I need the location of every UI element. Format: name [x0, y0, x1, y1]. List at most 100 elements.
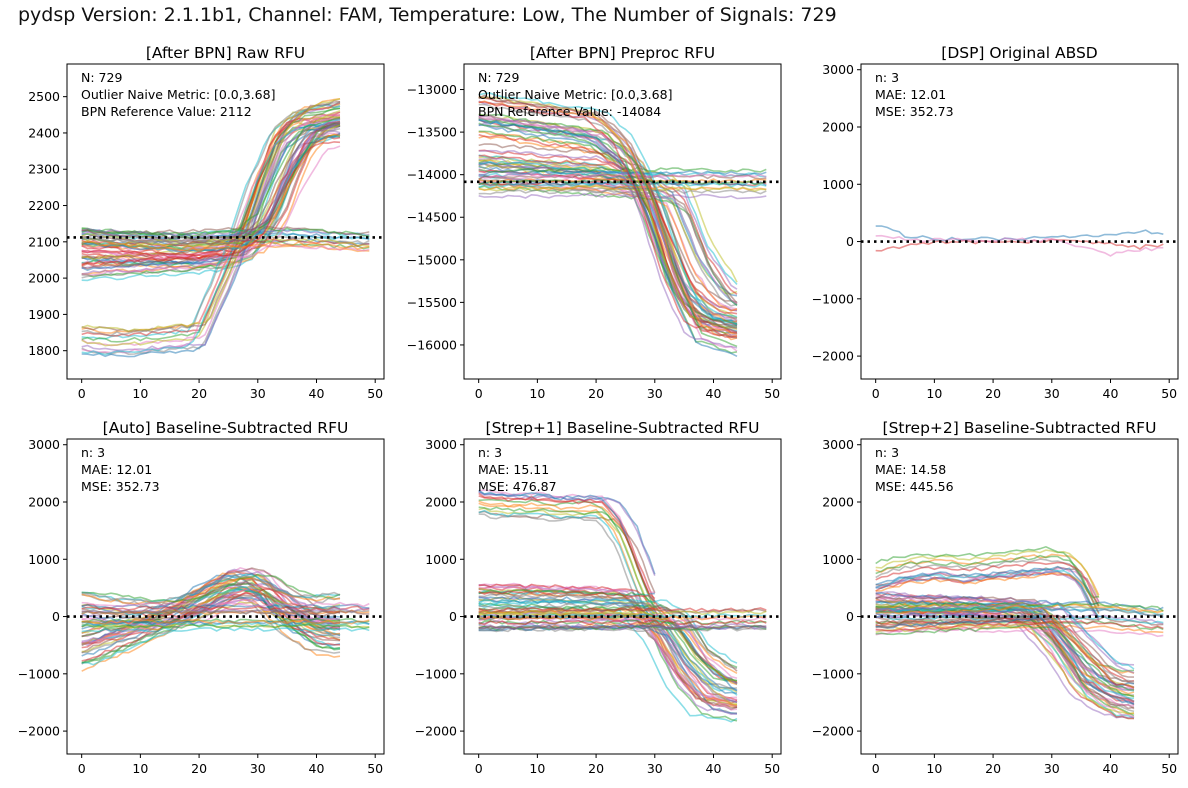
annotation-text: MAE: 14.58: [875, 462, 946, 477]
series-line: [875, 595, 1135, 688]
y-tick-label: 1000: [28, 552, 60, 567]
series-line: [875, 606, 1135, 674]
annotation-text: N: 729: [478, 70, 519, 85]
plot-area: [81, 98, 370, 358]
series-line: [81, 141, 341, 259]
y-tick-label: 2200: [28, 198, 60, 213]
x-tick-label: 0: [78, 386, 86, 401]
annotation-text: MAE: 12.01: [875, 87, 946, 102]
y-tick-label: −2000: [812, 349, 854, 364]
y-tick-label: 3000: [425, 437, 457, 452]
y-tick-label: 1000: [822, 552, 854, 567]
y-tick-label: 2000: [425, 495, 457, 510]
y-tick-label: −13000: [407, 82, 457, 97]
subplot-title: [After BPN] Raw RFU: [146, 44, 305, 62]
series-line: [478, 178, 738, 307]
y-tick-label: 2400: [28, 125, 60, 140]
series-line: [875, 561, 1100, 607]
series-line: [81, 133, 341, 253]
y-tick-label: 0: [52, 609, 60, 624]
series-line: [478, 173, 767, 180]
series-line: [875, 624, 1135, 691]
series-line: [478, 114, 738, 349]
x-tick-label: 20: [588, 386, 604, 401]
series-line: [478, 113, 738, 348]
subplot-title: [DSP] Original ABSD: [941, 44, 1098, 62]
y-tick-label: 0: [846, 609, 854, 624]
series-line: [478, 188, 767, 195]
subplot-title: [Auto] Baseline-Subtracted RFU: [103, 419, 349, 437]
y-tick-label: 1900: [28, 307, 60, 322]
series-line: [875, 225, 1164, 242]
y-tick-label: 3000: [822, 437, 854, 452]
x-tick-label: 30: [1044, 761, 1060, 776]
x-tick-label: 0: [872, 761, 880, 776]
y-tick-label: −1000: [812, 666, 854, 681]
x-tick-label: 0: [475, 761, 483, 776]
annotation-text: BPN Reference Value: 2112: [81, 104, 252, 119]
series-line: [81, 118, 341, 351]
x-tick-label: 0: [78, 761, 86, 776]
y-tick-label: −1000: [18, 666, 60, 681]
subplot-3: 0 10 20 30 40 50 −2000 −1000 0 1000 2000 3000 [DSP] …: [812, 44, 1179, 401]
series-line: [81, 584, 341, 657]
axes-frame: [860, 438, 1179, 755]
series-line: [478, 192, 767, 200]
series-line: [478, 185, 767, 192]
annotation-text: N: 729: [81, 70, 122, 85]
series-line: [81, 101, 341, 337]
axes-frame: [463, 438, 782, 755]
series-line: [478, 101, 738, 338]
series-line: [81, 132, 341, 253]
x-tick-label: 20: [191, 761, 207, 776]
series-line: [478, 509, 655, 616]
series-line: [478, 154, 738, 315]
y-tick-label: 1800: [28, 343, 60, 358]
series-line: [81, 601, 370, 608]
series-line: [81, 586, 341, 662]
series-line: [81, 573, 341, 603]
annotation-text: n: 3: [875, 70, 899, 85]
y-tick-label: 2100: [28, 234, 60, 249]
series-line: [81, 574, 341, 604]
annotation-text: MSE: 445.56: [875, 479, 954, 494]
series-line: [478, 610, 738, 682]
series-line: [81, 119, 341, 356]
y-tick-label: −13500: [407, 125, 457, 140]
x-tick-label: 20: [985, 761, 1001, 776]
x-tick-label: 50: [1161, 761, 1177, 776]
y-tick-label: −16000: [407, 337, 457, 352]
series-line: [478, 489, 655, 595]
plot-area: [875, 545, 1164, 720]
subplot-6: 0 10 20 30 40 50 −2000 −1000 0 1000 2000 3000 [Strep…: [812, 419, 1179, 776]
annotation-text: BPN Reference Value: -14084: [478, 104, 661, 119]
y-tick-label: 1000: [822, 177, 854, 192]
series-line: [875, 599, 1164, 612]
series-line: [478, 490, 656, 575]
series-line: [478, 601, 738, 670]
annotation-text: MAE: 15.11: [478, 462, 549, 477]
x-tick-label: 30: [1044, 386, 1060, 401]
series-line: [478, 181, 767, 189]
series-line: [478, 100, 738, 335]
y-tick-label: 0: [449, 609, 457, 624]
annotation-text: MAE: 12.01: [81, 462, 152, 477]
series-line: [81, 623, 370, 630]
series-line: [478, 608, 767, 614]
x-tick-label: 50: [367, 761, 383, 776]
series-line: [478, 94, 738, 330]
annotation-text: n: 3: [875, 445, 899, 460]
series-line: [875, 614, 1135, 683]
x-tick-label: 10: [132, 761, 148, 776]
series-line: [875, 616, 1135, 687]
x-tick-label: 10: [529, 386, 545, 401]
y-tick-label: 2000: [822, 120, 854, 135]
y-tick-label: 2500: [28, 89, 60, 104]
series-line: [478, 96, 738, 334]
series-line: [875, 601, 1164, 612]
plot-area: [478, 92, 767, 358]
x-tick-label: 10: [926, 761, 942, 776]
series-line: [81, 242, 370, 252]
annotation-text: n: 3: [81, 445, 105, 460]
x-tick-label: 0: [872, 386, 880, 401]
